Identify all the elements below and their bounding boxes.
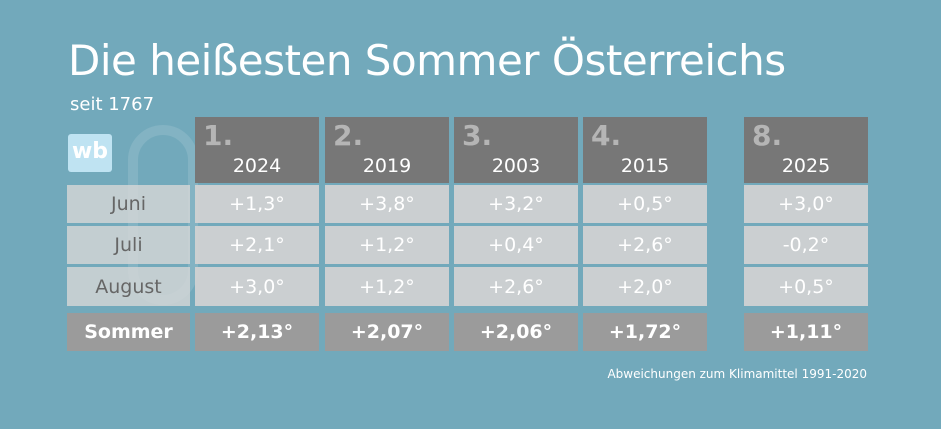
logo: wb xyxy=(68,134,112,172)
table-cell: +1,3° xyxy=(195,185,319,223)
row-label: Juli xyxy=(67,226,190,264)
table-cell: +3,0° xyxy=(744,185,868,223)
table-cell: +2,0° xyxy=(583,267,707,306)
table-cell: +3,0° xyxy=(195,267,319,306)
rank: 2. xyxy=(333,119,364,152)
row-label: August xyxy=(67,267,190,306)
table-cell: -0,2° xyxy=(744,226,868,264)
rank: 8. xyxy=(752,119,783,152)
column-header: 2. 2019 xyxy=(325,117,449,183)
year: 2025 xyxy=(781,155,831,177)
table-cell: +2,6° xyxy=(583,226,707,264)
table-cell: +3,2° xyxy=(454,185,578,223)
rank: 3. xyxy=(462,119,493,152)
table-cell: +0,4° xyxy=(454,226,578,264)
year: 2024 xyxy=(232,155,282,177)
table-cell: +2,06° xyxy=(454,313,578,351)
table-cell: +3,8° xyxy=(325,185,449,223)
column-header: 4. 2015 xyxy=(583,117,707,183)
table-cell: +2,1° xyxy=(195,226,319,264)
row-label: Juni xyxy=(67,185,190,223)
table-cell: +1,2° xyxy=(325,267,449,306)
title: Die heißesten Sommer Österreichs xyxy=(68,36,786,85)
table-cell: +1,11° xyxy=(744,313,868,351)
footnote: Abweichungen zum Klimamittel 1991-2020 xyxy=(607,367,867,381)
table-cell: +2,13° xyxy=(195,313,319,351)
column-header: 8. 2025 xyxy=(744,117,868,183)
column-header: 3. 2003 xyxy=(454,117,578,183)
table-cell: +0,5° xyxy=(744,267,868,306)
table-cell: +0,5° xyxy=(583,185,707,223)
table-cell: +1,2° xyxy=(325,226,449,264)
rank: 4. xyxy=(591,119,622,152)
table-cell: +1,72° xyxy=(583,313,707,351)
year: 2003 xyxy=(491,155,541,177)
row-label: Sommer xyxy=(67,313,190,351)
year: 2019 xyxy=(362,155,412,177)
subtitle: seit 1767 xyxy=(70,94,155,115)
table-cell: +2,07° xyxy=(325,313,449,351)
year: 2015 xyxy=(620,155,670,177)
rank: 1. xyxy=(203,119,234,152)
column-header: 1. 2024 xyxy=(195,117,319,183)
table-cell: +2,6° xyxy=(454,267,578,306)
